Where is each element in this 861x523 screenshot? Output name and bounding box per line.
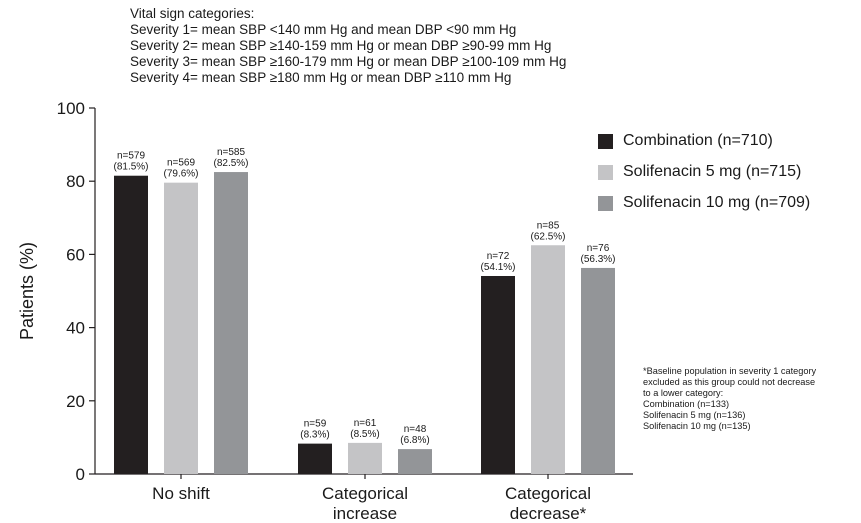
vital-sign-header: Vital sign categories: Severity 1= mean … [130, 6, 566, 86]
footnote-line: Solifenacin 5 mg (n=136) [643, 410, 746, 420]
header-line: Vital sign categories: [130, 6, 255, 21]
legend-swatch [598, 164, 613, 180]
y-tick-label: 100 [57, 99, 85, 118]
bar [398, 449, 432, 474]
data-label: n=585 [217, 147, 246, 158]
y-axis-label: Patients (%) [17, 242, 37, 340]
y-tick-label: 0 [76, 465, 85, 484]
legend: Combination (n=710) Solifenacin 5 mg (n=… [598, 130, 810, 223]
x-tick-label: No shift [152, 484, 210, 503]
data-label: n=85 [537, 220, 560, 231]
data-label: n=48 [404, 424, 427, 435]
data-label: n=579 [117, 151, 146, 162]
bar [214, 172, 248, 475]
legend-label: Combination (n=710) [623, 132, 773, 149]
data-label: n=72 [487, 251, 510, 262]
data-label: n=61 [354, 418, 377, 429]
data-label: (8.5%) [350, 429, 379, 440]
data-label: n=569 [167, 158, 196, 169]
data-label: n=59 [304, 419, 327, 430]
data-label: (8.3%) [300, 430, 329, 441]
legend-swatch [598, 195, 613, 211]
x-tick-label: Categorical [505, 484, 591, 503]
footnote-line: Solifenacin 10 mg (n=135) [643, 421, 751, 431]
x-tick-label: increase [333, 504, 397, 523]
legend-item: Solifenacin 10 mg (n=709) [598, 192, 810, 214]
data-label: (54.1%) [480, 262, 515, 273]
y-tick-label: 60 [66, 245, 85, 264]
header-line: Severity 3= mean SBP ≥160-179 mm Hg or m… [130, 54, 567, 69]
x-tick-label: decrease* [510, 504, 587, 523]
bar [164, 182, 198, 474]
footnote-line: Combination (n=133) [643, 399, 730, 409]
header-line: Severity 2= mean SBP ≥140-159 mm Hg or m… [130, 38, 552, 53]
footnote: *Baseline population in severity 1 categ… [643, 366, 816, 432]
y-tick-label: 20 [66, 392, 85, 411]
data-label: (56.3%) [580, 254, 615, 265]
data-label: (79.6%) [163, 169, 198, 180]
header-line: Severity 1= mean SBP <140 mm Hg and mean… [130, 22, 517, 37]
legend-swatch [598, 133, 613, 149]
legend-item: Solifenacin 5 mg (n=715) [598, 161, 810, 183]
legend-item: Combination (n=710) [598, 130, 810, 152]
header-line: Severity 4= mean SBP ≥180 mm Hg or mean … [130, 70, 512, 85]
bar [581, 267, 615, 474]
footnote-line: to a lower category: [643, 388, 724, 398]
bar [531, 245, 565, 474]
footnote-line: *Baseline population in severity 1 categ… [643, 366, 817, 376]
y-tick-label: 40 [66, 319, 85, 338]
data-label: n=76 [587, 243, 610, 254]
footnote-line: excluded as this group could not decreas… [643, 377, 816, 387]
y-tick-label: 80 [66, 172, 85, 191]
bar [348, 442, 382, 474]
data-label: (81.5%) [113, 162, 148, 173]
bar [298, 443, 332, 474]
x-tick-label: Categorical [322, 484, 408, 503]
bar [114, 175, 148, 474]
data-label: (62.5%) [530, 231, 565, 242]
bar [481, 275, 515, 474]
data-label: (6.8%) [400, 435, 429, 446]
data-label: (82.5%) [213, 158, 248, 169]
legend-label: Solifenacin 5 mg (n=715) [623, 163, 802, 180]
legend-label: Solifenacin 10 mg (n=709) [623, 194, 811, 211]
